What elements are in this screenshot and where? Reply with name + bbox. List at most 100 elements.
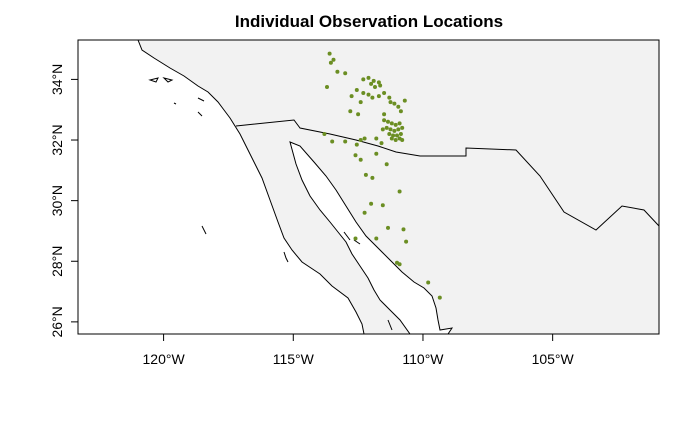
observation-point [328,60,333,65]
observation-point [371,78,376,83]
observation-point [361,77,366,82]
observation-point [382,91,387,95]
observation-point [401,227,406,232]
observation-point [358,100,363,105]
observation-point [397,121,402,126]
observation-point [353,153,358,158]
observation-point [393,122,398,127]
land-area [137,40,659,334]
observation-point [362,210,367,215]
plot-frame [77,39,660,335]
island [387,319,393,331]
island [283,251,289,263]
observation-point [397,189,402,194]
observation-point [426,280,431,285]
observation-point [331,57,336,62]
observation-point [362,136,367,141]
map-title: Individual Observation Locations [235,12,503,31]
observation-point [374,151,379,156]
observation-point [388,100,393,105]
observation-point [369,81,374,86]
gulf-of-california [289,141,454,334]
y-tick-label: 32°N [49,124,65,155]
observation-point [395,133,399,138]
observation-point [354,88,359,92]
observation-point [322,132,327,136]
observation-point [404,239,409,244]
y-tick-label: 26°N [49,306,65,337]
observation-point [330,139,335,144]
y-tick-label: 28°N [49,246,65,277]
observation-point [389,136,394,141]
observation-point [392,101,397,106]
observation-point [379,141,384,146]
y-tick-label: 34°N [49,64,65,95]
observation-point [386,225,390,230]
observation-point [396,127,401,132]
map-panel [137,40,659,334]
observation-point [382,112,387,117]
observation-point [392,128,397,133]
x-tick-label: 110°W [402,351,444,367]
observation-point [369,201,374,206]
x-tick-label: 105°W [532,351,575,367]
observation-point [373,85,377,89]
island [343,231,351,241]
observation-point [400,125,405,130]
observation-point [386,119,390,124]
island [197,111,203,117]
observation-point [437,295,442,300]
observation-point [358,138,363,142]
observation-point [398,109,403,114]
observation-point [387,132,392,136]
observation-point [397,262,402,267]
observation-point [376,80,381,85]
observation-point [374,136,379,141]
observation-point [366,92,371,97]
observation-point [400,138,405,142]
observation-point [402,98,407,103]
observation-point [391,133,396,138]
observation-point [325,85,329,89]
y-tick-label: 30°N [49,185,65,216]
island [201,225,207,235]
observation-point [374,236,379,241]
observation-point [393,138,398,142]
x-axis: 120°W 115°W 110°W 105°W [143,334,575,367]
observation-point [384,125,389,130]
observation-points [322,51,442,300]
island [148,77,159,83]
observation-point [361,91,366,95]
observation-point [327,51,332,56]
observation-point [349,94,354,99]
international-border [235,119,659,231]
observation-point [370,175,375,180]
observation-point [376,94,381,99]
y-axis: 26°N 28°N 30°N 32°N 34°N [49,64,78,338]
observation-point [366,75,371,80]
observation-point [378,83,383,88]
island [162,77,174,83]
observation-point [363,172,368,177]
observation-point [388,127,393,132]
observation-point [387,95,392,100]
island [197,97,205,102]
observation-point [380,203,385,208]
observation-point [335,69,340,74]
observation-point [343,71,348,76]
observation-point [398,132,403,136]
observation-point [343,139,348,144]
observation-point [354,142,359,147]
x-tick-label: 115°W [273,351,315,367]
observation-point [384,162,389,167]
observation-point [348,109,353,114]
x-tick-label: 120°W [143,351,186,367]
island [353,239,361,245]
observation-point [353,236,358,241]
observation-point [396,104,401,109]
observation-point [370,95,375,100]
observation-point [389,121,394,126]
observation-point [382,118,387,123]
observation-point [356,112,361,117]
